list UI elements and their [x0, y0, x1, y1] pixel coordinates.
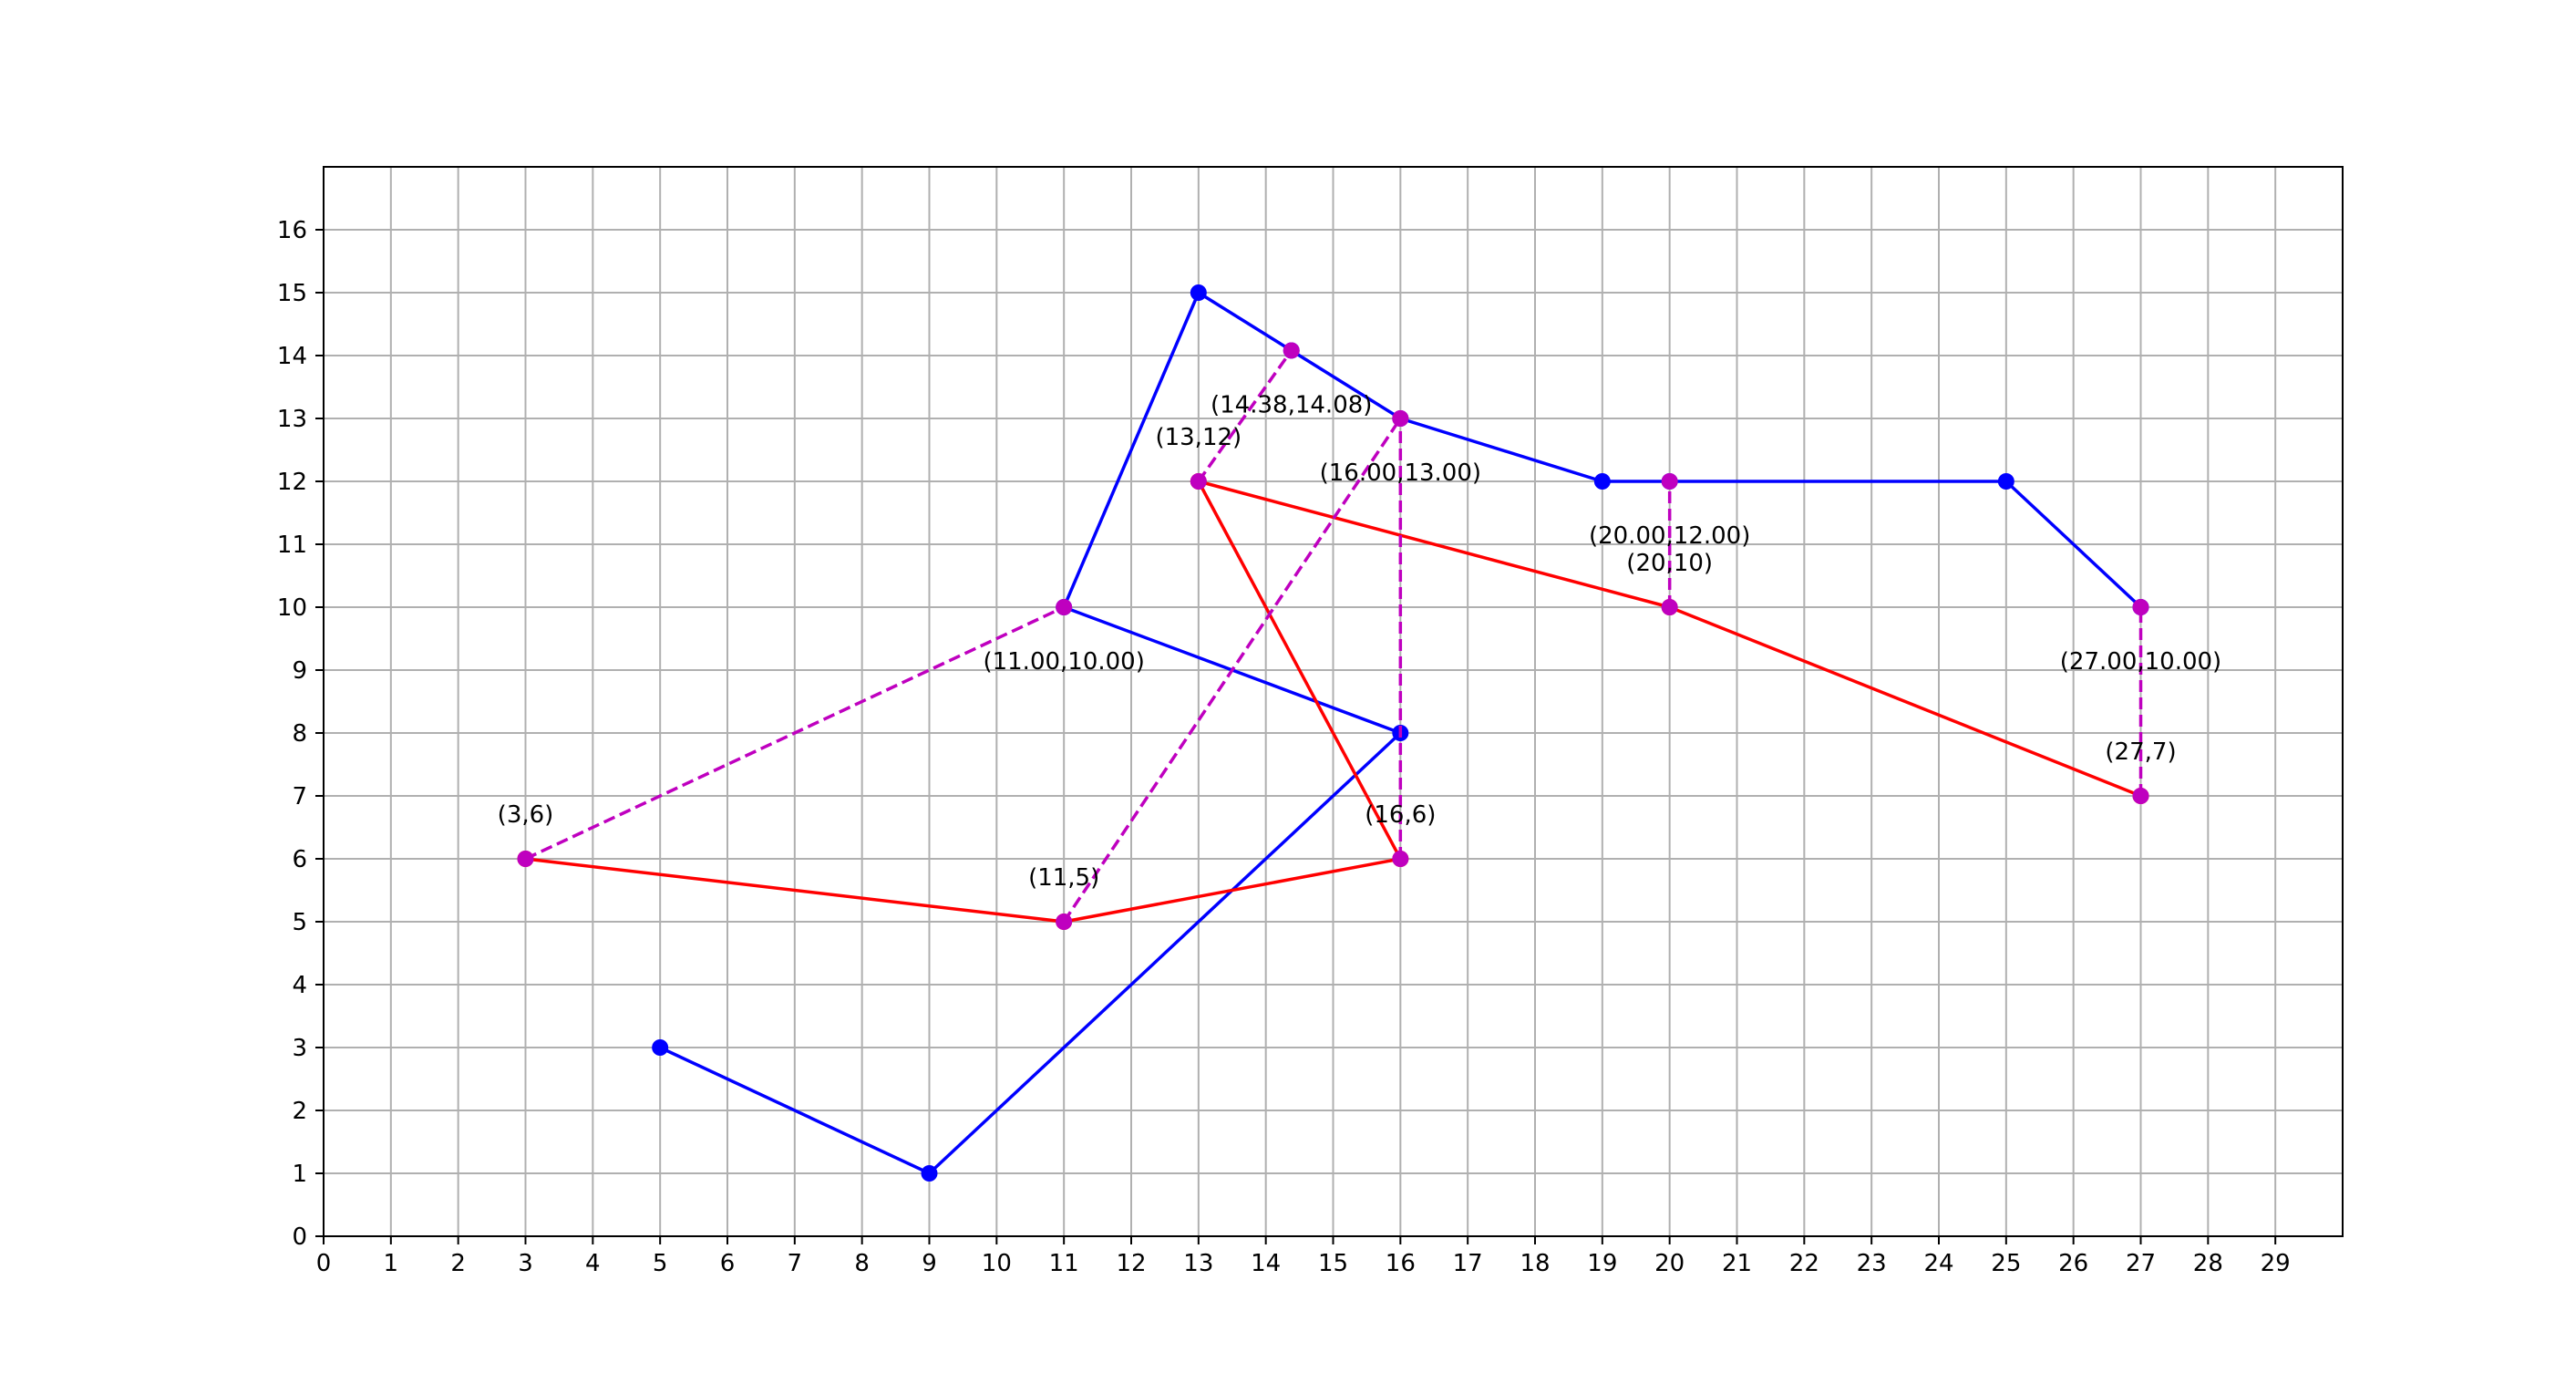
x-tick-label: 8: [854, 1250, 870, 1277]
x-tick-label: 26: [2058, 1250, 2088, 1277]
match-point: [1056, 914, 1073, 930]
axis-ticks: 0 1 2 3 4 5 6 7 8 9 10 11 12 13 14 15 16 17 18 19 20 21 22 23 24…: [277, 217, 2291, 1277]
match-point: [1661, 599, 1678, 615]
match-point: [1283, 342, 1300, 359]
point-label: (20.00,12.00): [1589, 522, 1750, 550]
x-tick-label: 18: [1520, 1250, 1550, 1277]
blue-series-point: [652, 1039, 669, 1056]
y-tick-label: 10: [277, 594, 307, 622]
point-label: (11,5): [1028, 864, 1099, 892]
match-point: [1190, 473, 1207, 490]
x-tick-label: 21: [1722, 1250, 1752, 1277]
blue-series-point: [1190, 284, 1207, 301]
y-tick-label: 2: [292, 1098, 307, 1125]
x-tick-label: 15: [1318, 1250, 1348, 1277]
match-lines: [517, 342, 2149, 930]
match-line: [524, 605, 1065, 861]
y-tick-label: 4: [292, 972, 307, 999]
match-point: [1056, 599, 1073, 615]
point-label: (27.00,10.00): [2060, 648, 2221, 676]
x-tick-label: 22: [1789, 1250, 1819, 1277]
x-tick-label: 19: [1587, 1250, 1617, 1277]
y-tick-label: 9: [292, 657, 307, 685]
y-tick-label: 7: [292, 783, 307, 810]
point-label: (20,10): [1626, 550, 1713, 577]
match-point: [517, 851, 534, 867]
point-label: (16,6): [1365, 801, 1436, 829]
x-tick-label: 4: [585, 1250, 601, 1277]
x-tick-label: 28: [2193, 1250, 2223, 1277]
point-label: (14.38,14.08): [1211, 391, 1372, 418]
match-line: [1197, 349, 1293, 483]
x-tick-label: 1: [384, 1250, 399, 1277]
x-tick-label: 2: [450, 1250, 466, 1277]
blue-series-point: [921, 1165, 938, 1182]
point-label: (27,7): [2105, 738, 2176, 766]
blue-series-point: [1593, 473, 1611, 490]
y-tick-label: 13: [277, 406, 307, 433]
y-tick-label: 8: [292, 720, 307, 748]
point-labels: (3,6) (11,5) (16,6) (13,12) (20,10) (27,7) (11…: [498, 391, 2222, 892]
x-tick-label: 29: [2261, 1250, 2291, 1277]
x-tick-label: 14: [1251, 1250, 1281, 1277]
point-label: (13,12): [1155, 424, 1242, 451]
x-tick-label: 13: [1183, 1250, 1213, 1277]
match-point: [2132, 599, 2149, 615]
x-tick-label: 10: [982, 1250, 1012, 1277]
match-point: [1661, 473, 1678, 490]
point-label: (11.00,10.00): [983, 648, 1144, 676]
x-tick-label: 20: [1654, 1250, 1685, 1277]
x-tick-label: 23: [1857, 1250, 1887, 1277]
y-tick-label: 3: [292, 1035, 307, 1062]
x-tick-label: 17: [1453, 1250, 1483, 1277]
x-tick-label: 5: [653, 1250, 668, 1277]
y-tick-label: 5: [292, 909, 307, 936]
y-tick-label: 15: [277, 280, 307, 307]
x-tick-label: 27: [2126, 1250, 2156, 1277]
grid: [323, 167, 2343, 1237]
x-tick-label: 24: [1923, 1250, 1953, 1277]
y-tick-label: 14: [277, 343, 307, 370]
match-point: [2132, 788, 2149, 804]
match-point: [1392, 410, 1409, 427]
y-tick-label: 11: [277, 532, 307, 559]
point-label: (16.00,13.00): [1320, 459, 1481, 487]
point-label: (3,6): [498, 801, 554, 829]
x-tick-label: 11: [1049, 1250, 1079, 1277]
y-tick-label: 1: [292, 1161, 307, 1188]
x-tick-label: 16: [1386, 1250, 1416, 1277]
x-tick-label: 9: [922, 1250, 937, 1277]
match-line: [1062, 418, 1402, 923]
x-tick-label: 12: [1116, 1250, 1146, 1277]
y-tick-label: 16: [277, 217, 307, 244]
y-tick-label: 6: [292, 846, 307, 873]
x-tick-label: 3: [518, 1250, 533, 1277]
x-tick-label: 7: [788, 1250, 803, 1277]
x-tick-label: 6: [720, 1250, 736, 1277]
y-tick-label: 12: [277, 469, 307, 496]
x-tick-label: 25: [1991, 1250, 2021, 1277]
red-series-line: [525, 480, 2142, 924]
y-tick-label: 0: [292, 1223, 307, 1251]
match-point: [1392, 851, 1409, 867]
blue-series-point: [1997, 473, 2014, 490]
x-tick-label: 0: [316, 1250, 332, 1277]
